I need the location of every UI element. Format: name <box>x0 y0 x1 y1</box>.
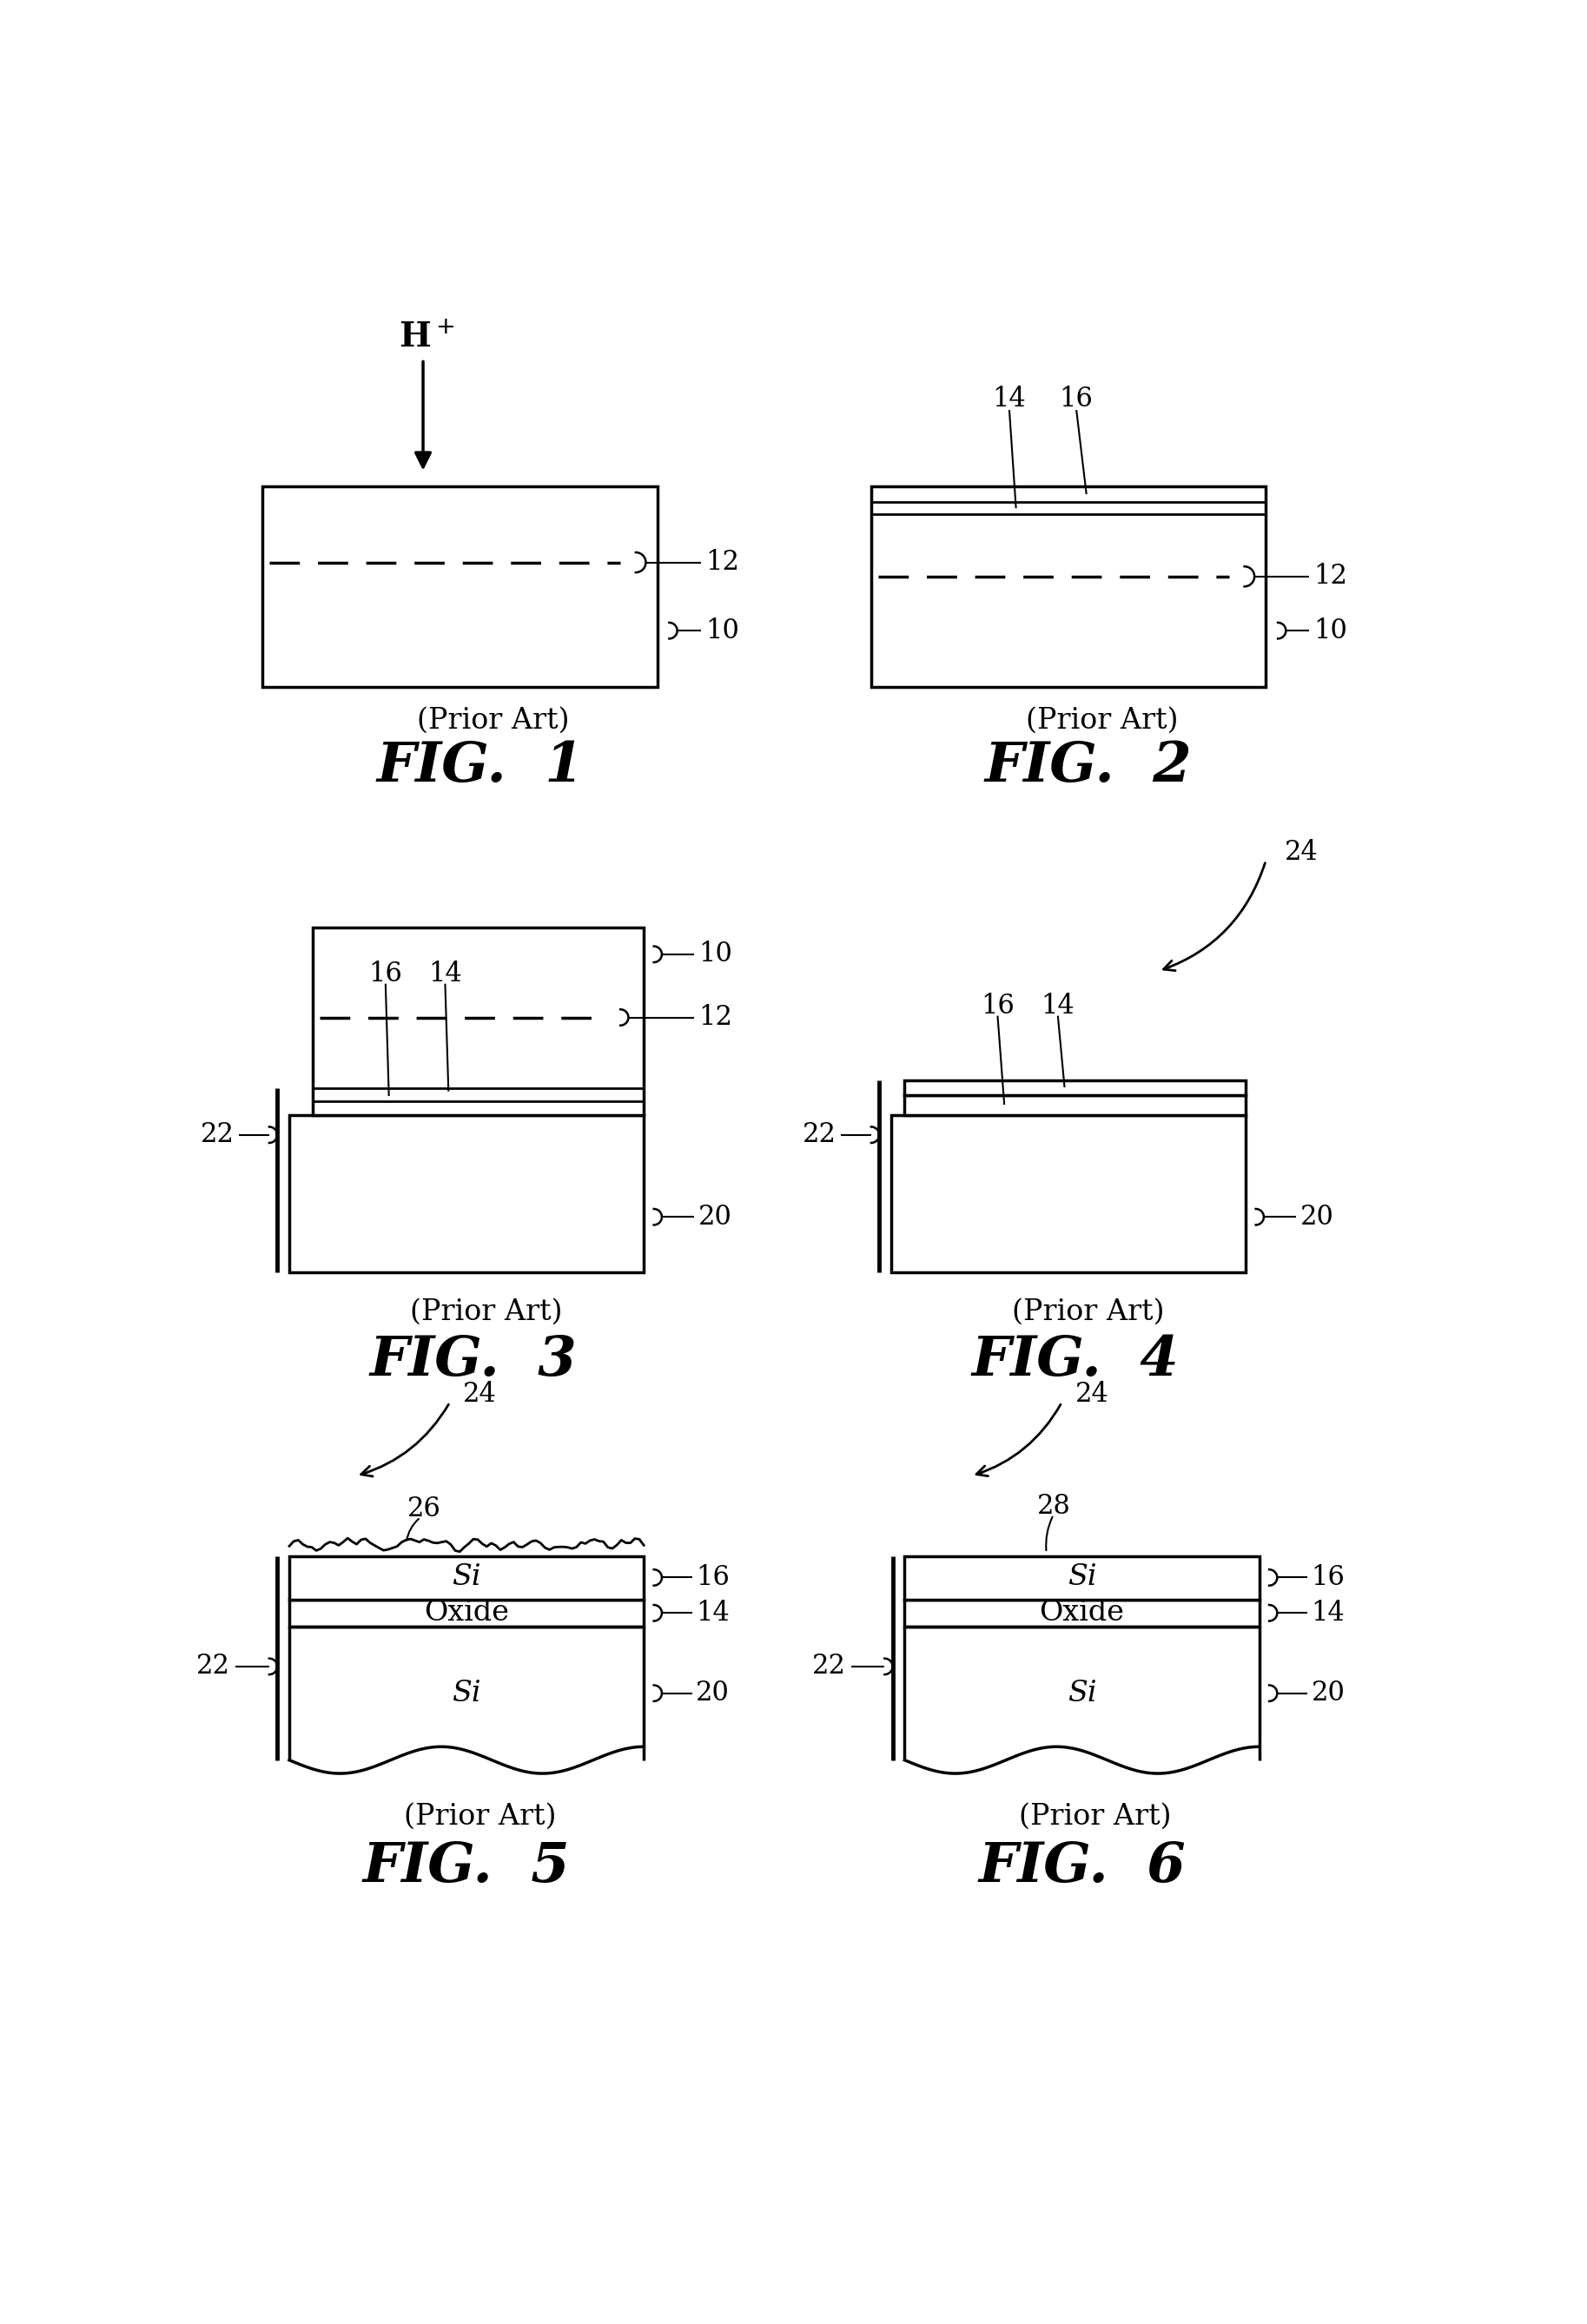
Polygon shape <box>905 1557 1258 1599</box>
Text: Si: Si <box>1068 1564 1097 1592</box>
Text: 12: 12 <box>698 1004 733 1032</box>
Text: 16: 16 <box>981 992 1014 1020</box>
Polygon shape <box>905 1081 1246 1095</box>
Text: 24: 24 <box>1076 1380 1109 1408</box>
Text: 20: 20 <box>698 1204 732 1229</box>
Text: Si: Si <box>452 1680 481 1708</box>
Text: (Prior Art): (Prior Art) <box>403 1803 555 1831</box>
Text: 14: 14 <box>1041 992 1074 1020</box>
Text: 20: 20 <box>1301 1204 1335 1229</box>
Text: (Prior Art): (Prior Art) <box>1019 1803 1171 1831</box>
Text: FIG.  2: FIG. 2 <box>986 741 1192 795</box>
Polygon shape <box>289 1557 644 1599</box>
Polygon shape <box>871 486 1266 688</box>
Text: Si: Si <box>452 1564 481 1592</box>
Text: 16: 16 <box>1311 1564 1346 1592</box>
Polygon shape <box>905 1095 1246 1116</box>
Text: 20: 20 <box>697 1680 730 1706</box>
Polygon shape <box>892 1116 1246 1271</box>
Text: FIG.  4: FIG. 4 <box>971 1334 1179 1387</box>
Text: 14: 14 <box>428 960 462 988</box>
Polygon shape <box>905 1599 1258 1627</box>
Text: 12: 12 <box>705 548 740 576</box>
Text: Si: Si <box>1068 1680 1097 1708</box>
Text: 10: 10 <box>698 941 732 967</box>
Text: 22: 22 <box>197 1652 230 1680</box>
Text: 10: 10 <box>1314 618 1347 644</box>
Text: 14: 14 <box>1311 1599 1344 1627</box>
Text: H$^+$: H$^+$ <box>398 321 454 353</box>
Text: 20: 20 <box>1311 1680 1346 1706</box>
Text: 22: 22 <box>200 1122 235 1148</box>
Text: (Prior Art): (Prior Art) <box>1025 706 1178 734</box>
Text: 10: 10 <box>705 618 740 644</box>
Text: 16: 16 <box>697 1564 730 1592</box>
Text: 22: 22 <box>803 1122 836 1148</box>
Polygon shape <box>262 486 657 688</box>
Text: Oxide: Oxide <box>424 1599 509 1627</box>
Text: 26: 26 <box>408 1497 441 1522</box>
Text: FIG.  1: FIG. 1 <box>376 741 584 795</box>
Text: (Prior Art): (Prior Art) <box>417 706 570 734</box>
Text: FIG.  3: FIG. 3 <box>370 1334 578 1387</box>
Polygon shape <box>289 1599 644 1627</box>
Text: 24: 24 <box>463 1380 497 1408</box>
Text: 28: 28 <box>1036 1492 1070 1520</box>
Text: (Prior Art): (Prior Art) <box>1013 1299 1165 1327</box>
Text: FIG.  5: FIG. 5 <box>363 1841 570 1894</box>
Polygon shape <box>313 927 644 1116</box>
Text: Oxide: Oxide <box>1039 1599 1125 1627</box>
Polygon shape <box>289 1116 644 1271</box>
Text: 14: 14 <box>697 1599 730 1627</box>
Text: 22: 22 <box>813 1652 846 1680</box>
Text: (Prior Art): (Prior Art) <box>411 1299 563 1327</box>
Text: 14: 14 <box>992 386 1027 414</box>
Text: FIG.  6: FIG. 6 <box>978 1841 1185 1894</box>
Text: 16: 16 <box>1060 386 1093 414</box>
Text: 12: 12 <box>1314 562 1347 590</box>
Text: 24: 24 <box>1284 839 1319 867</box>
Text: 16: 16 <box>368 960 403 988</box>
